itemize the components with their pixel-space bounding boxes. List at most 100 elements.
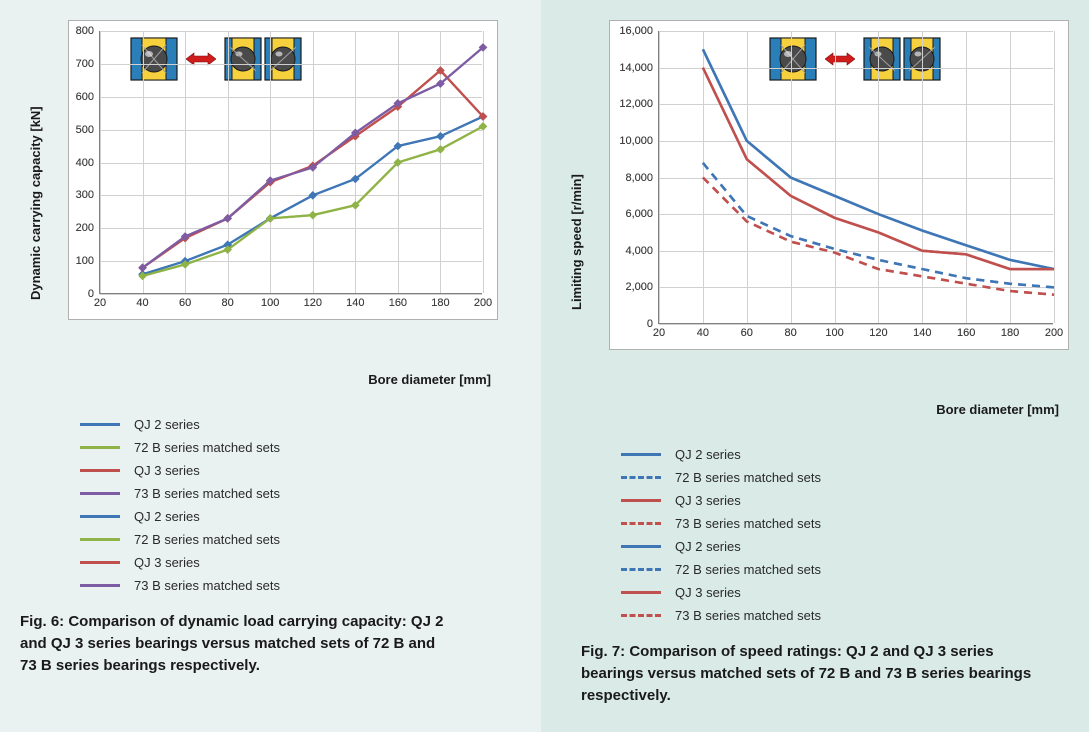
legend-swatch — [621, 499, 661, 502]
legend-swatch — [80, 584, 120, 587]
legend-swatch — [621, 591, 661, 594]
xtick-label: 20 — [653, 323, 665, 339]
fig7-plot-area: 02,0004,0006,0008,00010,00012,00014,0001… — [658, 31, 1053, 324]
legend-item: QJ 2 series — [621, 539, 1069, 554]
series-marker — [309, 191, 317, 199]
ytick-label: 100 — [76, 255, 100, 267]
fig6-caption-label: Fig. 6 — [20, 613, 59, 630]
xtick-label: 140 — [913, 323, 931, 339]
series-marker — [436, 132, 444, 140]
fig7-caption-label: Fig. 7 — [581, 643, 620, 660]
ytick-label: 12,000 — [619, 98, 659, 110]
legend-swatch — [621, 522, 661, 525]
legend-swatch — [80, 538, 120, 541]
legend-label: 73 B series matched sets — [675, 608, 821, 623]
legend-swatch — [80, 515, 120, 518]
xtick-label: 200 — [1045, 323, 1063, 339]
fig6-ylabel: Dynamic carrying capacity [kN] — [28, 106, 43, 300]
xtick-label: 120 — [304, 293, 322, 309]
fig6-xlabel: Bore diameter [mm] — [20, 372, 521, 387]
legend-label: QJ 3 series — [134, 555, 200, 570]
xtick-label: 160 — [957, 323, 975, 339]
ytick-label: 2,000 — [625, 281, 659, 293]
ytick-label: 400 — [76, 157, 100, 169]
legend-label: QJ 3 series — [675, 585, 741, 600]
xtick-label: 40 — [697, 323, 709, 339]
legend-swatch — [80, 446, 120, 449]
fig7-caption-text: : Comparison of speed ratings: QJ 2 and … — [581, 643, 1031, 704]
fig6-panel: Dynamic carrying capacity [kN] 010020030… — [0, 0, 541, 732]
xtick-label: 160 — [389, 293, 407, 309]
fig6-chart: 0100200300400500600700800204060801001201… — [68, 20, 498, 320]
series-marker — [436, 145, 444, 153]
chart-lines — [659, 31, 1054, 324]
series-marker — [479, 122, 487, 130]
fig6-caption: Fig. 6: Comparison of dynamic load carry… — [20, 611, 450, 676]
xtick-label: 60 — [741, 323, 753, 339]
legend-item: 72 B series matched sets — [80, 440, 521, 455]
fig7-legend: QJ 2 series 72 B series matched sets QJ 3 … — [621, 447, 1069, 623]
legend-item: 73 B series matched sets — [621, 516, 1069, 531]
legend-item: QJ 2 series — [80, 509, 521, 524]
legend-item: 73 B series matched sets — [80, 578, 521, 593]
legend-item: QJ 2 series — [621, 447, 1069, 462]
legend-swatch — [80, 561, 120, 564]
series-marker — [309, 211, 317, 219]
legend-item: 73 B series matched sets — [621, 608, 1069, 623]
xtick-label: 40 — [136, 293, 148, 309]
xtick-label: 20 — [94, 293, 106, 309]
legend-label: 72 B series matched sets — [134, 440, 280, 455]
ytick-label: 10,000 — [619, 135, 659, 147]
legend-label: 72 B series matched sets — [675, 470, 821, 485]
legend-item: QJ 2 series — [80, 417, 521, 432]
legend-swatch — [621, 614, 661, 617]
ytick-label: 600 — [76, 91, 100, 103]
ytick-label: 700 — [76, 58, 100, 70]
legend-swatch — [80, 469, 120, 472]
fig6-caption-text: : Comparison of dynamic load carrying ca… — [20, 613, 443, 674]
series-line-qj2 — [703, 49, 1054, 269]
legend-item: 72 B series matched sets — [621, 470, 1069, 485]
legend-swatch — [621, 568, 661, 571]
ytick-label: 200 — [76, 222, 100, 234]
legend-label: QJ 2 series — [675, 539, 741, 554]
legend-label: 72 B series matched sets — [134, 532, 280, 547]
legend-label: 73 B series matched sets — [134, 578, 280, 593]
xtick-label: 120 — [869, 323, 887, 339]
xtick-label: 200 — [474, 293, 492, 309]
legend-label: QJ 3 series — [675, 493, 741, 508]
series-line-72b — [143, 126, 483, 276]
ytick-label: 800 — [76, 25, 100, 37]
legend-swatch — [621, 453, 661, 456]
xtick-label: 100 — [825, 323, 843, 339]
ytick-label: 8,000 — [625, 172, 659, 184]
fig6-plot-area: 0100200300400500600700800204060801001201… — [99, 31, 482, 294]
legend-label: QJ 3 series — [134, 463, 200, 478]
ytick-label: 300 — [76, 189, 100, 201]
legend-item: 72 B series matched sets — [621, 562, 1069, 577]
series-line-qj3 — [703, 68, 1054, 269]
series-line-73b — [703, 178, 1054, 295]
legend-label: 72 B series matched sets — [675, 562, 821, 577]
legend-label: QJ 2 series — [675, 447, 741, 462]
legend-swatch — [80, 423, 120, 426]
fig7-caption: Fig. 7: Comparison of speed ratings: QJ … — [581, 641, 1041, 706]
xtick-label: 140 — [346, 293, 364, 309]
legend-item: QJ 3 series — [621, 585, 1069, 600]
legend-swatch — [621, 545, 661, 548]
legend-swatch — [621, 476, 661, 479]
ytick-label: 16,000 — [619, 25, 659, 37]
fig7-ylabel: Limiting speed [r/min] — [569, 174, 584, 310]
xtick-label: 80 — [785, 323, 797, 339]
legend-label: 73 B series matched sets — [134, 486, 280, 501]
legend-item: QJ 3 series — [80, 555, 521, 570]
fig7-chart: 02,0004,0006,0008,00010,00012,00014,0001… — [609, 20, 1069, 350]
legend-label: 73 B series matched sets — [675, 516, 821, 531]
ytick-label: 500 — [76, 124, 100, 136]
xtick-label: 60 — [179, 293, 191, 309]
xtick-label: 180 — [1001, 323, 1019, 339]
xtick-label: 80 — [222, 293, 234, 309]
legend-item: QJ 3 series — [621, 493, 1069, 508]
ytick-label: 6,000 — [625, 208, 659, 220]
legend-label: QJ 2 series — [134, 509, 200, 524]
